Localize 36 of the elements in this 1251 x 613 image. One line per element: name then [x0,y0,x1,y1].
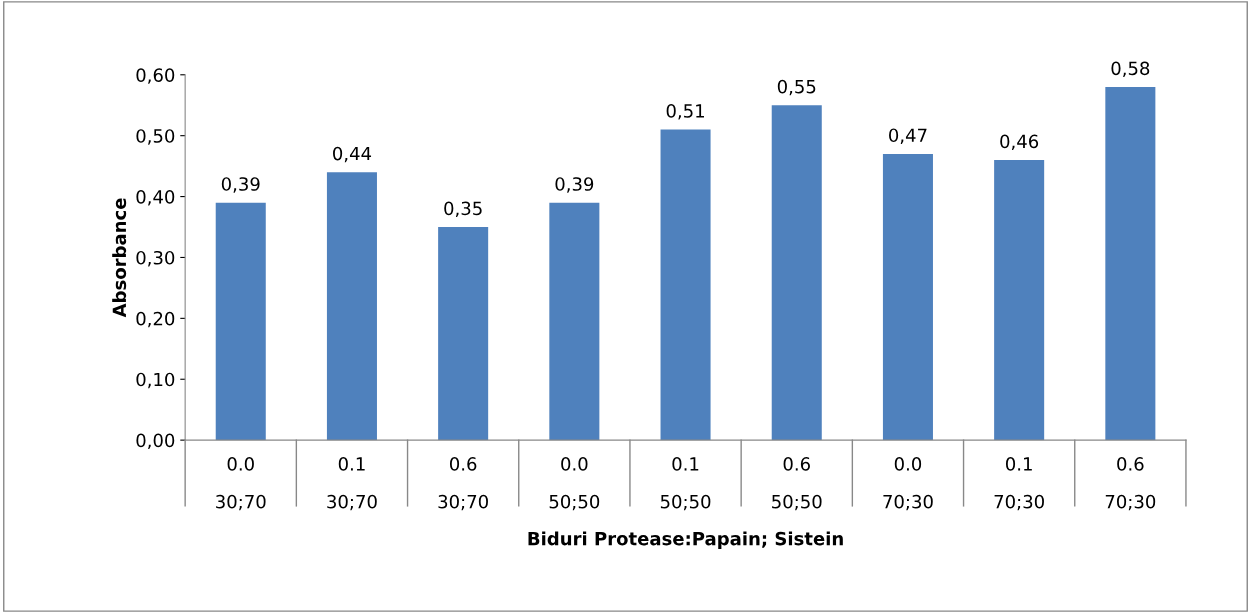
bar [882,153,933,441]
category-label: 0.6 30;70 [438,457,488,511]
category-label: 0.6 50;50 [772,457,822,511]
data-label: 0,55 [777,79,816,96]
bar [549,202,600,441]
bar [660,129,711,441]
category-label: 0.1 30;70 [327,457,377,511]
y-tick-label: 0,40 [136,190,175,206]
category-label: 0.0 50;50 [549,457,600,511]
category-label: 0.0 70;30 [883,457,933,511]
bar [215,202,266,441]
data-label: 0,39 [221,177,260,193]
data-label: 0,39 [555,177,594,193]
bar [994,160,1045,441]
bar [326,172,377,441]
data-label: 0,46 [1000,134,1039,151]
data-label: 0,35 [444,201,482,218]
x-axis-title: Biduri Protease:Papain; Sistein [528,531,843,549]
category-label: 0.1 50;50 [660,457,711,511]
data-label: 0,51 [666,104,704,120]
category-label: 0.6 70;30 [1105,457,1156,511]
bar [1105,86,1156,441]
y-axis-title: Absorbance [112,198,127,318]
y-tick-label: 0,50 [136,129,175,145]
bar [771,105,822,441]
data-label: 0,58 [1111,61,1150,77]
y-tick-label: 0,60 [136,68,175,84]
data-label: 0,47 [889,128,927,144]
data-label: 0,44 [333,146,372,163]
y-tick-label: 0,20 [136,311,175,328]
y-tick-label: 0,10 [136,372,175,389]
category-label: 0.1 70;30 [994,457,1044,511]
category-label: 0.0 30;70 [216,457,266,511]
y-tick-label: 0,00 [136,433,175,450]
bar [438,227,489,441]
y-tick-label: 0,30 [136,250,175,267]
